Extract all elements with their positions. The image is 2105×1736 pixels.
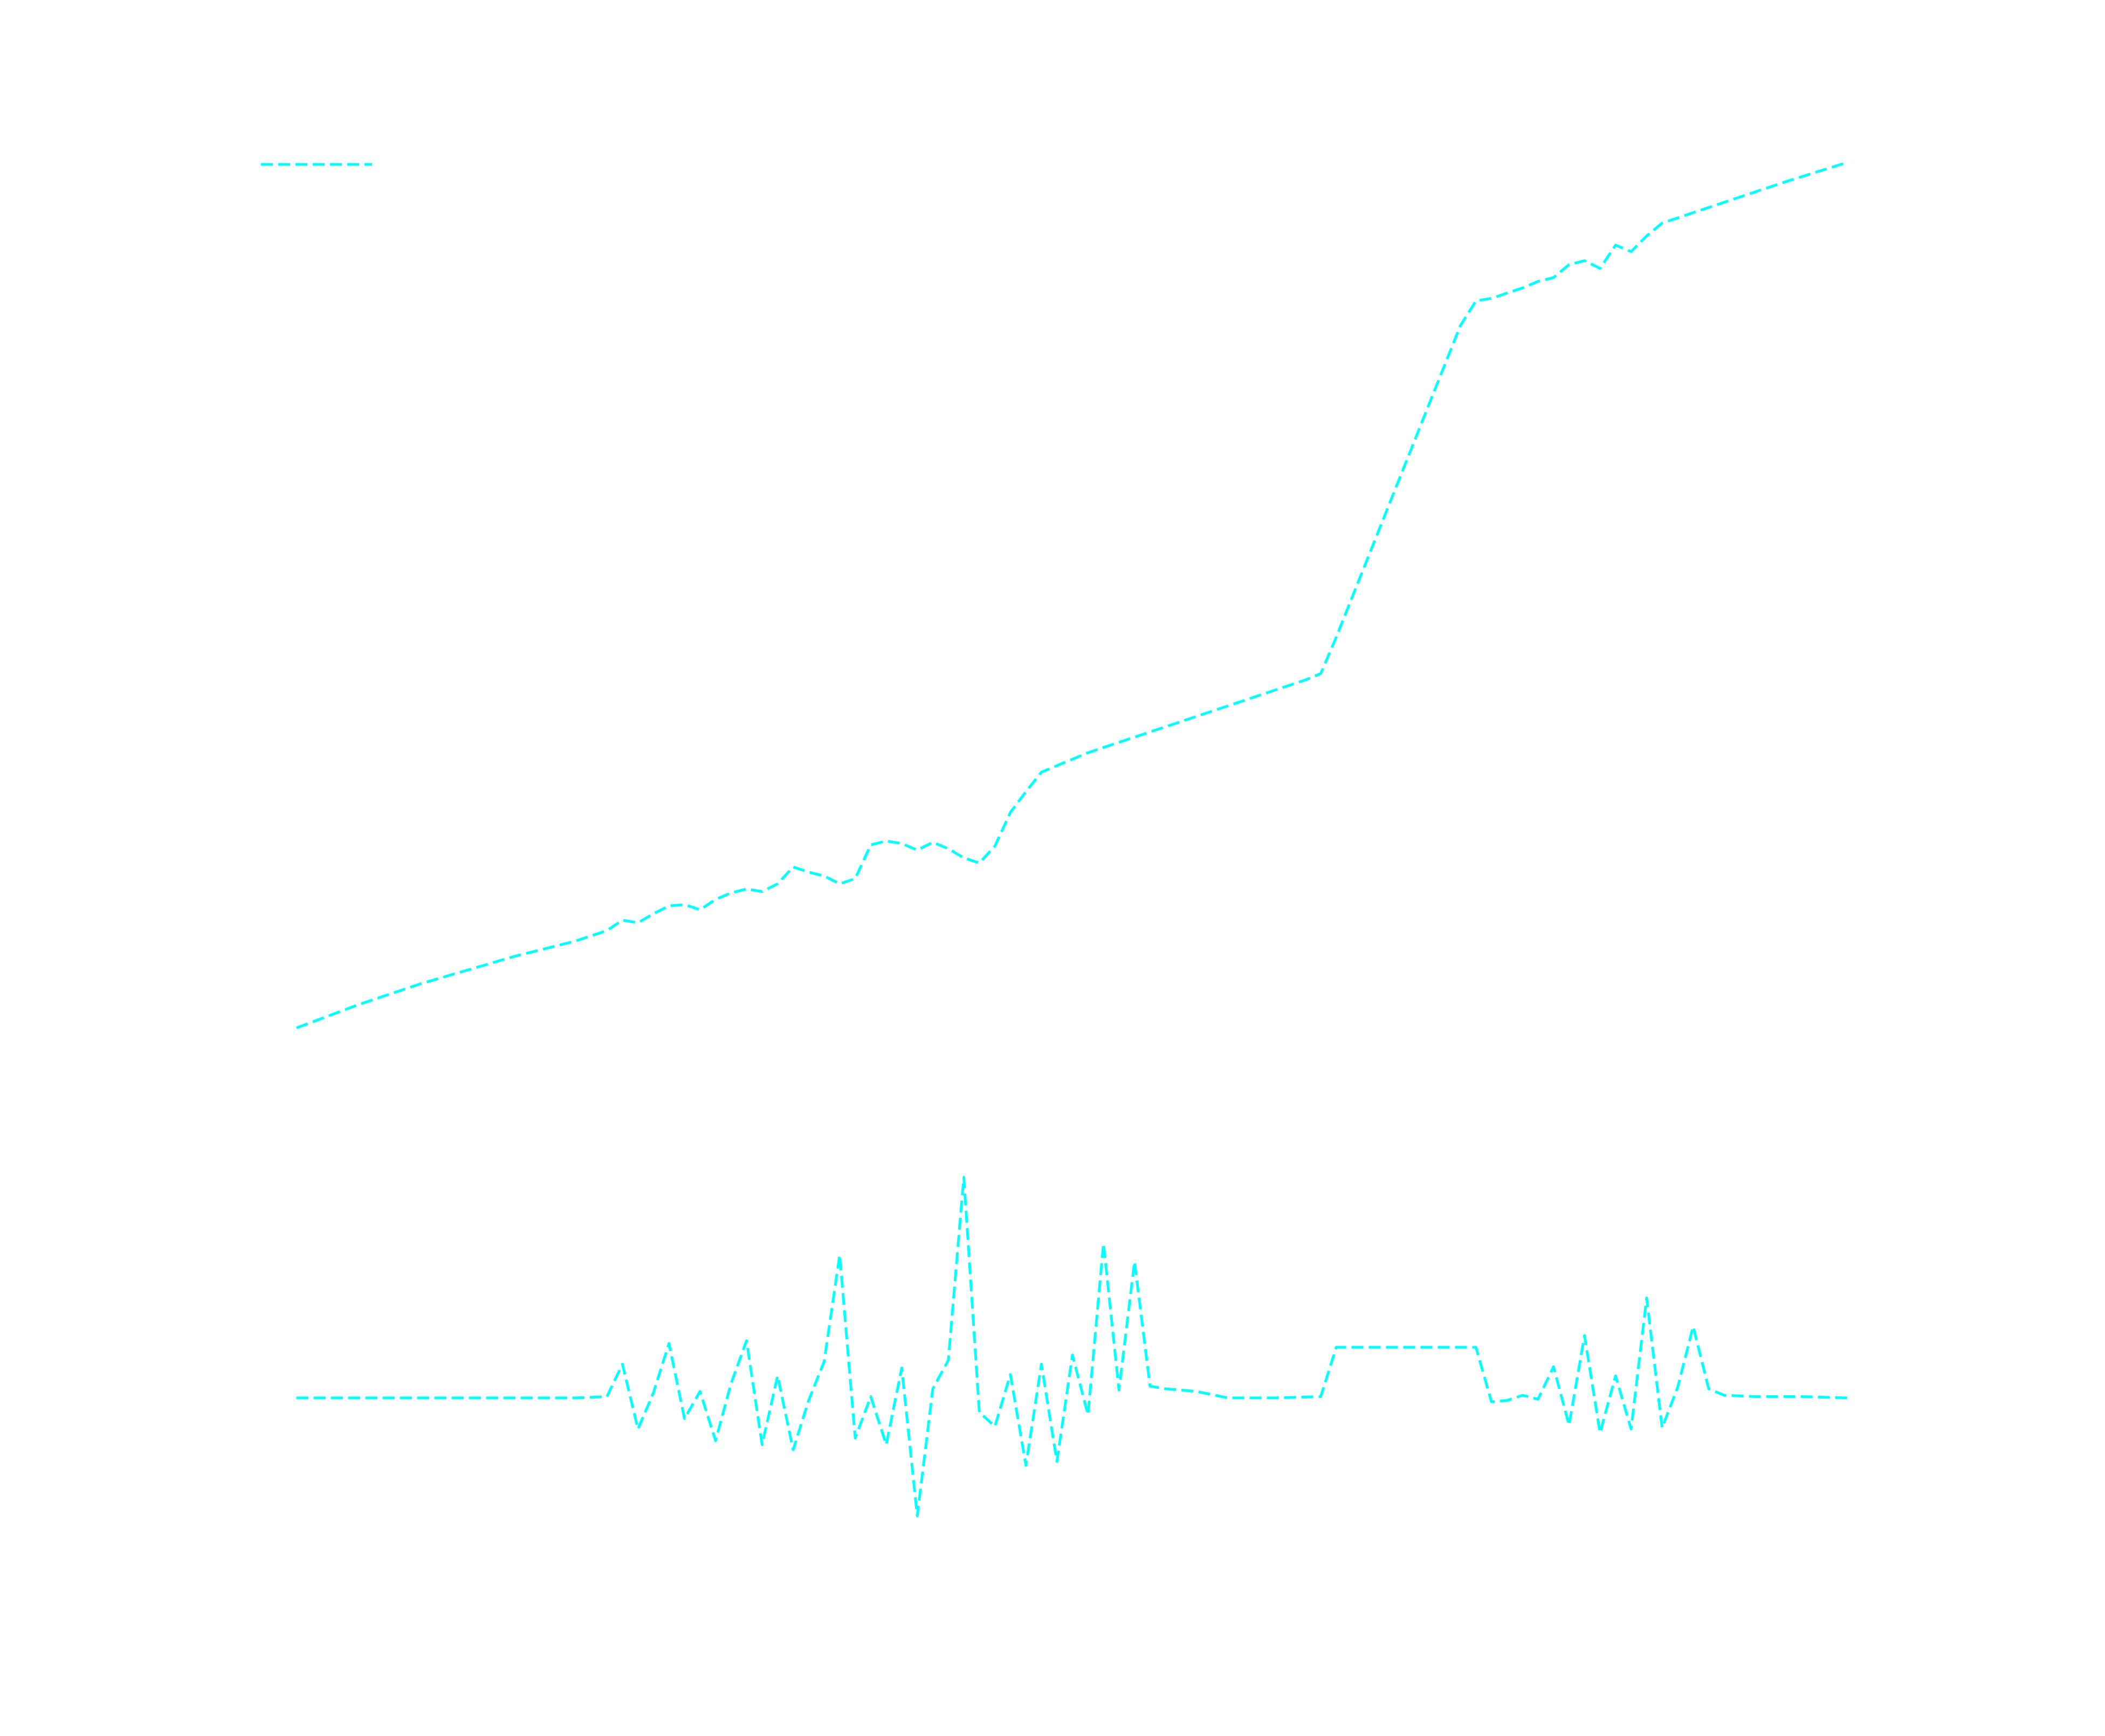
series-line-2 [297,1176,1849,1518]
series-layer [296,161,1849,1518]
series-line-1 [296,161,1849,1029]
